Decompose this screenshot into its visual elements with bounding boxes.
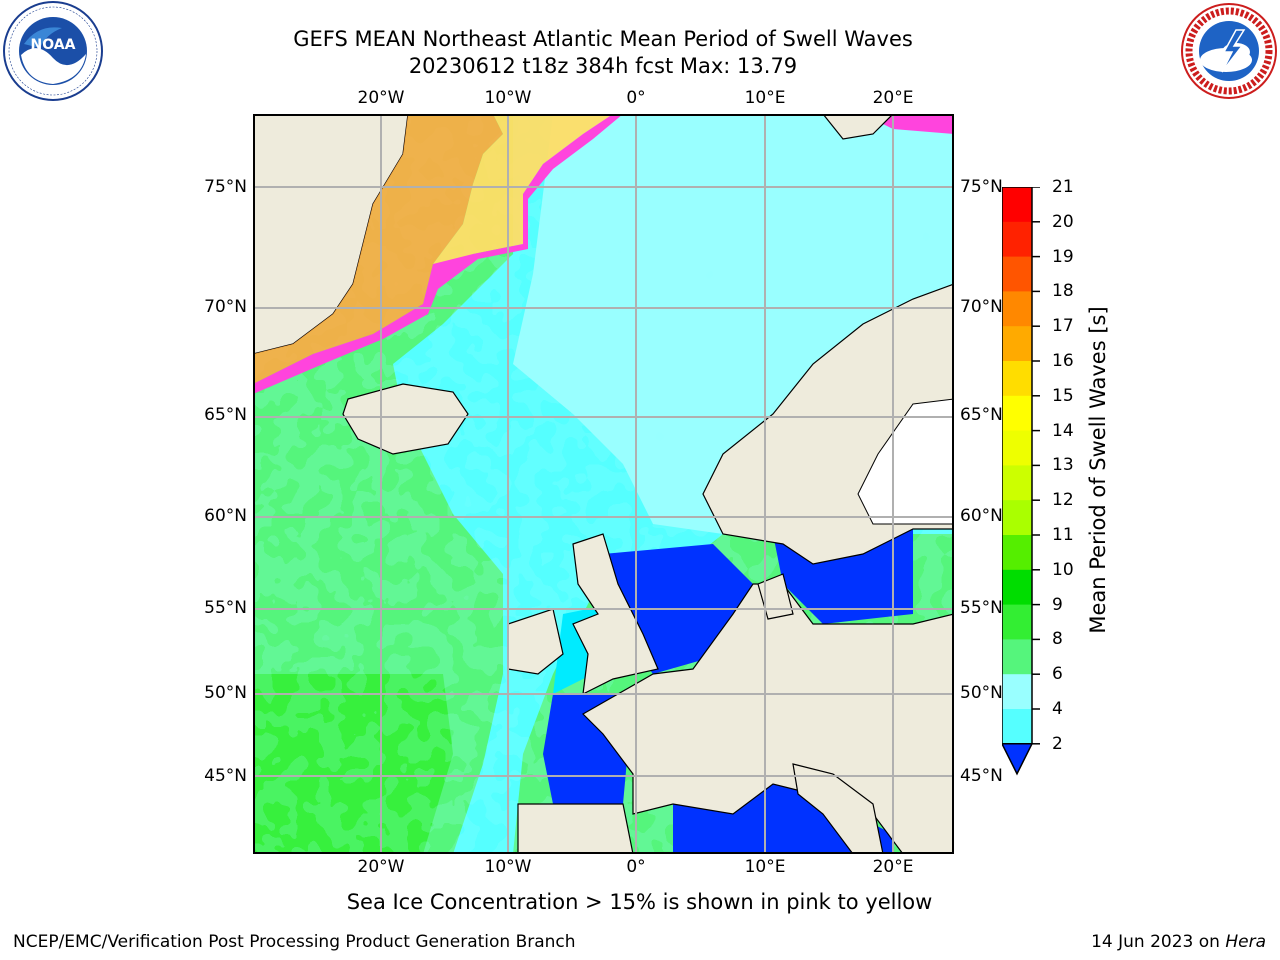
colorbar-segment: [1002, 291, 1032, 327]
lon-tick-top: 20°W: [357, 88, 405, 108]
nws-logo-icon: [1180, 2, 1278, 100]
sea-ice-note: Sea Ice Concentration > 15% is shown in …: [346, 890, 933, 914]
chart-title: GEFS MEAN Northeast Atlantic Mean Period…: [293, 27, 913, 51]
colorbar-segment: [1002, 639, 1032, 675]
colorbar-label: Mean Period of Swell Waves [s]: [1086, 306, 1110, 634]
colorbar-segment: [1002, 604, 1032, 640]
land-iberia: [517, 803, 634, 854]
lat-tick-left: 45°N: [204, 766, 247, 786]
lon-tick-top: 10°E: [744, 88, 786, 108]
colorbar-tick-label: 14: [1052, 420, 1074, 441]
lat-tick-right: 75°N: [960, 177, 1003, 197]
lat-tick-left: 50°N: [204, 683, 247, 703]
lon-tick-bottom: 20°W: [357, 857, 405, 877]
land-svalbard: [822, 114, 894, 140]
sea-ice-edge: [253, 114, 623, 394]
lat-tick-right: 65°N: [960, 405, 1003, 425]
colorbar-segment: [1002, 221, 1032, 258]
lat-tick-right: 70°N: [960, 297, 1003, 317]
lon-tick-bottom: 0°: [626, 857, 646, 877]
colorbar-segment: [1002, 430, 1032, 466]
colorbar-tick-label: 9: [1052, 594, 1063, 615]
lat-tick-left: 70°N: [204, 297, 247, 317]
graticule: [253, 114, 954, 854]
lat-tick-left: 75°N: [204, 177, 247, 197]
lon-tick-top: 10°W: [484, 88, 532, 108]
colorbar-tick-label: 10: [1052, 559, 1074, 580]
colorbar: [1000, 186, 1042, 781]
lat-tick-right: 55°N: [960, 598, 1003, 618]
colorbar-tick-label: 17: [1052, 316, 1074, 337]
lat-tick-left: 55°N: [204, 598, 247, 618]
colorbar-tick-label: 13: [1052, 455, 1074, 476]
colorbar-tick-label: 12: [1052, 490, 1074, 511]
colorbar-segment: [1002, 465, 1032, 501]
lon-tick-bottom: 10°E: [744, 857, 786, 877]
colorbar-tick-label: 21: [1052, 177, 1074, 197]
gulf-of-bothnia: [857, 398, 954, 525]
lat-tick-left: 60°N: [204, 506, 247, 526]
chart-subtitle: 20230612 t18z 384h fcst Max: 13.79: [408, 54, 798, 78]
lat-tick-left: 65°N: [204, 405, 247, 425]
lat-tick-right: 45°N: [960, 766, 1003, 786]
colorbar-tick-label: 8: [1052, 629, 1063, 650]
colorbar-tick-label: 11: [1052, 525, 1074, 545]
colorbar-tick-label: 6: [1052, 664, 1063, 685]
footer-date: 14 Jun 2023 on Hera: [1091, 932, 1266, 952]
colorbar-segment: [1002, 395, 1032, 432]
colorbar-segment: [1002, 326, 1032, 362]
noaa-logo-icon: NOAA: [2, 0, 104, 102]
colorbar-segment: [1002, 535, 1032, 571]
colorbar-tick-label: 19: [1052, 246, 1074, 267]
colorbar-segment: [1002, 709, 1032, 745]
lon-tick-top: 0°: [626, 88, 646, 108]
lon-tick-bottom: 10°W: [484, 857, 532, 877]
colorbar-segment: [1002, 500, 1032, 536]
colorbar-segment: [1002, 674, 1032, 710]
colorbar-tick-label: 15: [1052, 385, 1074, 406]
colorbar-segment: [1002, 256, 1032, 292]
lat-tick-right: 60°N: [960, 506, 1003, 526]
lon-tick-bottom: 20°E: [872, 857, 914, 877]
colorbar-tick-label: 18: [1052, 281, 1074, 302]
colorbar-segment: [1002, 187, 1032, 223]
lat-tick-right: 50°N: [960, 683, 1003, 703]
colorbar-tick-label: 2: [1052, 733, 1063, 754]
land-iceland: [342, 383, 469, 455]
colorbar-segment: [1002, 361, 1032, 397]
colorbar-tick-label: 16: [1052, 351, 1074, 371]
lon-tick-top: 20°E: [872, 88, 914, 108]
sea-ice-edge: [253, 114, 503, 384]
land-italy: [792, 763, 884, 854]
footer-credit: NCEP/EMC/Verification Post Processing Pr…: [13, 932, 576, 952]
map-panel: [253, 114, 954, 854]
colorbar-segment: [1002, 569, 1032, 606]
colorbar-tick-label: 4: [1052, 699, 1063, 719]
footer-machine: Hera: [1225, 932, 1266, 952]
colorbar-extend-arrow: [1000, 743, 1034, 776]
footer-date-text: 14 Jun 2023 on: [1091, 932, 1226, 952]
noaa-logo-text: NOAA: [31, 37, 76, 53]
colorbar-tick-label: 20: [1052, 211, 1074, 232]
